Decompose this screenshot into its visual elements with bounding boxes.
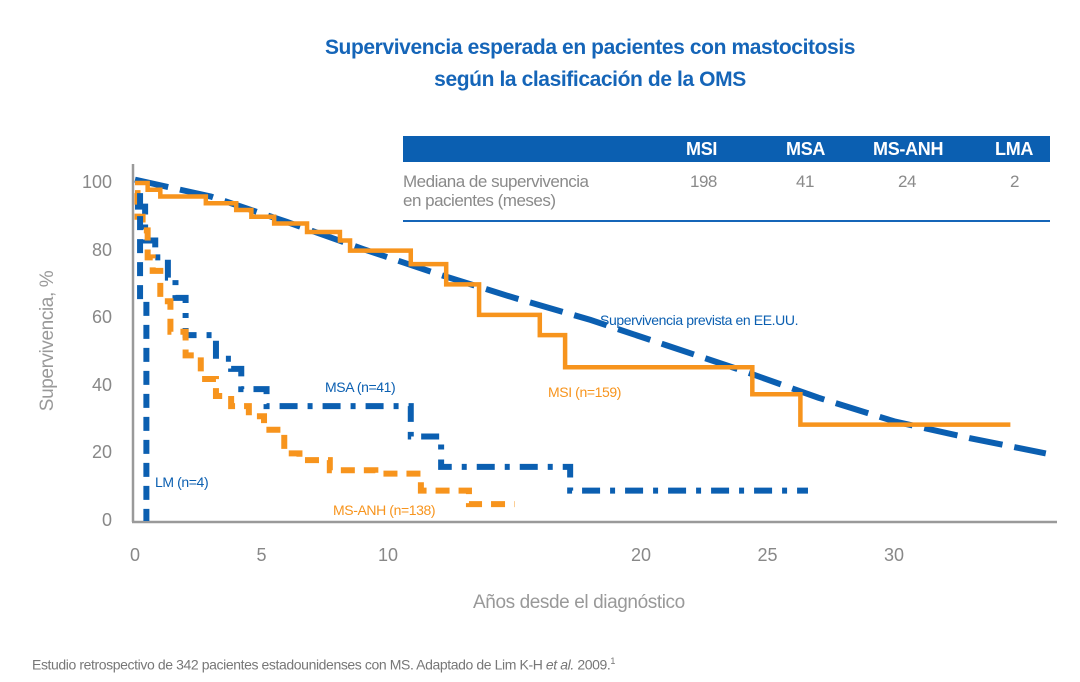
y-tick-label: 40 (91, 374, 112, 395)
x-tick-label: 5 (256, 545, 267, 565)
series-line-4 (137, 193, 150, 521)
x-tick-label: 0 (129, 545, 140, 565)
series-label-msi: MSI (n=159) (548, 384, 622, 400)
y-tick-label: 80 (91, 239, 112, 260)
series-line-2 (135, 203, 808, 494)
footnote-text: Estudio retrospectivo de 342 pacientes e… (32, 656, 546, 673)
table-rule (403, 220, 1050, 222)
x-axis-title: Años desde el diagnóstico (473, 592, 685, 613)
y-tick-label: 20 (91, 442, 112, 463)
series-label-ms-anh: MS-ANH (n=138) (333, 502, 436, 518)
series-line-1 (135, 180, 1011, 427)
table-value-ms-anh: 24 (898, 172, 916, 191)
footnote-italic: et al. (545, 656, 574, 673)
table-row-label-line-2: en pacientes (meses) (403, 191, 556, 210)
table-header-msa: MSA (786, 139, 826, 159)
x-tick-label: 25 (757, 545, 778, 565)
series-label-lm: LM (n=4) (155, 474, 209, 490)
chart-title-line-2: según la clasificación de la OMS (434, 68, 746, 91)
x-tick-label: 20 (630, 545, 652, 565)
y-axis-title: Supervivencia, % (37, 270, 58, 412)
x-tick-label: 10 (377, 545, 399, 565)
footnote-ref: 1 (610, 656, 616, 666)
footnote: Estudio retrospectivo de 342 pacientes e… (32, 656, 615, 673)
table-value-msa: 41 (796, 172, 814, 191)
table-header-ms-anh: MS-ANH (873, 139, 944, 159)
table-header-msi: MSI (686, 139, 718, 159)
table-header: MSI MSA MS-ANH LMA (403, 136, 1050, 162)
y-tick-label: 0 (101, 510, 112, 530)
table-header-lma: LMA (995, 139, 1034, 159)
table-row-label-line-1: Mediana de supervivencia (403, 172, 589, 191)
table-value-lma: 2 (1010, 172, 1019, 191)
y-tick-label: 60 (91, 307, 112, 328)
series-label-msa: MSA (n=41) (325, 379, 396, 395)
y-tick-label: 100 (81, 172, 112, 192)
footnote-year: 2009. (573, 656, 611, 673)
table-value-msi: 198 (690, 172, 717, 191)
series-label-us: Supervivencia prevista en EE.UU. (600, 312, 799, 328)
series-line-3 (134, 190, 515, 508)
chart-title-line-1: Supervivencia esperada en pacientes con … (324, 36, 856, 59)
series-line-0 (134, 176, 1047, 457)
x-tick-label: 30 (883, 545, 905, 565)
